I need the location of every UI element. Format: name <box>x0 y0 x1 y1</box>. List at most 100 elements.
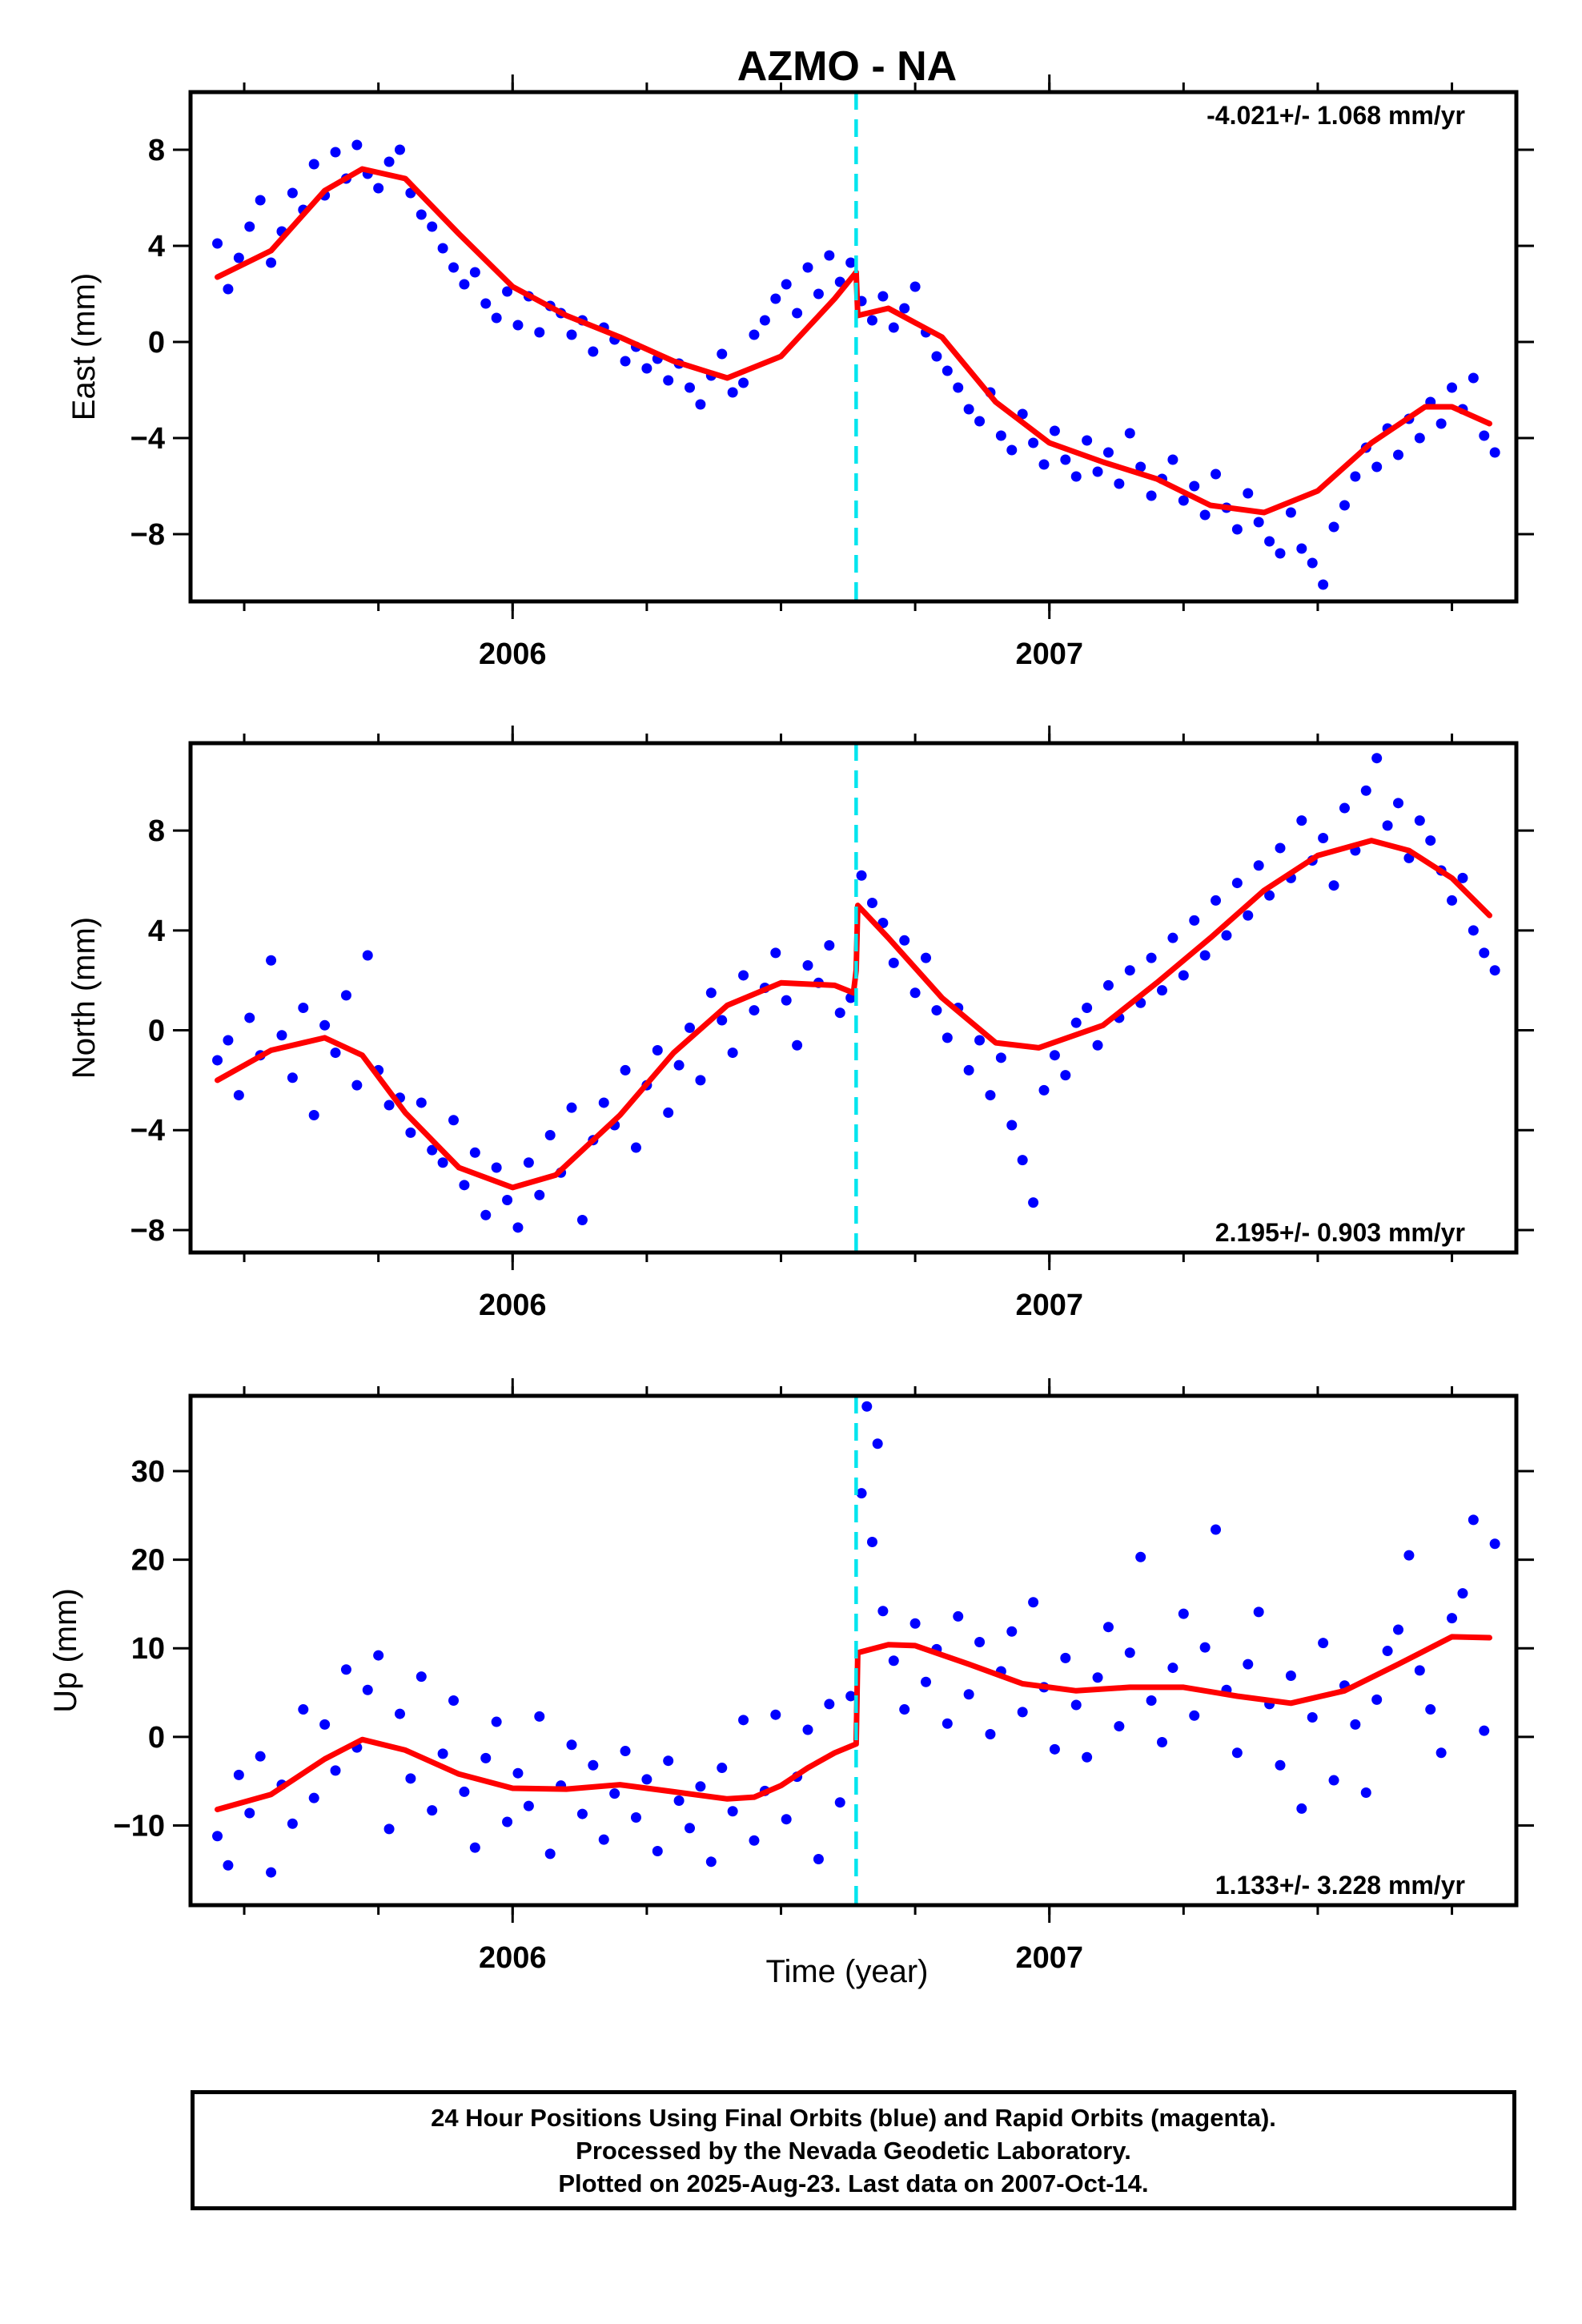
data-point <box>1253 1606 1264 1618</box>
y-tick-label: 8 <box>148 134 165 167</box>
data-point <box>1211 895 1222 906</box>
data-point <box>523 1157 534 1168</box>
data-point <box>1221 930 1232 941</box>
data-point <box>459 1180 470 1191</box>
data-point <box>383 1823 395 1835</box>
data-point <box>792 1039 803 1051</box>
data-point <box>1253 517 1264 528</box>
data-point <box>985 1090 996 1101</box>
data-point <box>416 1671 427 1683</box>
data-point <box>502 1816 513 1827</box>
data-point <box>963 1689 974 1700</box>
data-point <box>953 382 964 393</box>
x-tick-label: 2006 <box>479 637 547 671</box>
data-point <box>1468 372 1479 384</box>
data-point <box>974 1636 986 1647</box>
data-point <box>1199 509 1211 521</box>
data-point <box>1092 1672 1103 1683</box>
data-point <box>459 279 470 290</box>
data-point <box>383 1100 395 1111</box>
data-point <box>244 1807 255 1819</box>
data-point <box>308 1792 319 1803</box>
footer-box: 24 Hour Positions Using Final Orbits (bl… <box>191 2090 1516 2210</box>
data-point <box>1468 1514 1479 1526</box>
data-point <box>921 952 932 963</box>
data-point <box>759 315 770 326</box>
data-point <box>1028 1197 1039 1208</box>
plot-contents <box>212 743 1500 1252</box>
data-point <box>1318 579 1329 590</box>
y-tick-label: −10 <box>114 1809 165 1843</box>
data-point <box>663 375 674 386</box>
data-point <box>609 1788 620 1799</box>
data-point <box>824 250 835 261</box>
data-point <box>888 1655 899 1667</box>
data-point <box>1146 952 1157 963</box>
data-point <box>1243 488 1254 499</box>
footer-line-2: Processed by the Nevada Geodetic Laborat… <box>576 2136 1131 2165</box>
data-point <box>1135 1551 1146 1562</box>
data-point <box>1178 970 1189 981</box>
data-point <box>641 1774 652 1785</box>
data-point <box>1360 785 1371 796</box>
data-point <box>480 298 492 309</box>
data-point <box>792 308 803 319</box>
data-point <box>512 320 524 331</box>
data-point <box>652 1846 663 1857</box>
y-tick-label: −8 <box>130 518 165 552</box>
data-point <box>652 1044 663 1055</box>
data-point <box>770 293 781 304</box>
data-point <box>877 291 889 302</box>
data-point <box>1414 432 1425 444</box>
data-point <box>663 1107 674 1118</box>
data-point <box>738 377 749 388</box>
data-point <box>405 1773 416 1784</box>
data-point <box>1082 1002 1093 1013</box>
plot-frame <box>188 90 1519 604</box>
data-point <box>1060 1652 1071 1663</box>
data-point <box>1124 428 1135 439</box>
data-point <box>351 139 363 151</box>
data-point <box>931 1005 942 1016</box>
data-point <box>942 1032 953 1043</box>
data-point <box>1211 1524 1222 1535</box>
data-point <box>1028 437 1039 448</box>
data-point <box>899 303 910 314</box>
data-point <box>1189 480 1200 492</box>
y-tick-label: 8 <box>148 814 165 848</box>
data-point <box>212 1055 223 1066</box>
data-point <box>598 1834 609 1845</box>
data-point <box>1350 471 1361 482</box>
data-point <box>576 1808 588 1819</box>
data-point <box>1371 1694 1383 1705</box>
data-point <box>888 322 899 333</box>
data-point <box>685 382 696 393</box>
fit-line <box>215 166 1492 516</box>
data-point <box>749 1005 760 1016</box>
data-point <box>813 288 824 300</box>
data-point <box>1479 430 1490 441</box>
data-point <box>781 279 792 290</box>
data-point <box>469 267 480 278</box>
data-point <box>717 1763 728 1774</box>
data-point <box>437 1157 448 1168</box>
data-point <box>802 1724 813 1735</box>
data-point <box>641 363 652 374</box>
data-point <box>749 329 760 340</box>
data-point <box>909 987 921 999</box>
data-point <box>1447 1613 1458 1624</box>
data-point <box>1403 1550 1415 1561</box>
data-point <box>576 1214 588 1225</box>
x-tick-label: 2007 <box>1015 1941 1083 1975</box>
data-point <box>480 1752 492 1763</box>
data-point <box>834 1797 845 1808</box>
data-point <box>212 1831 223 1842</box>
data-point <box>663 1755 674 1767</box>
data-point <box>1082 435 1093 446</box>
data-point <box>620 356 631 367</box>
data-point <box>1211 468 1222 480</box>
data-point <box>448 1695 460 1706</box>
data-point <box>588 346 599 357</box>
north-panel: 2006 2007 8 4 0 −4 −8 North (mm) 2.195+/- 0.903 … <box>66 726 1534 1322</box>
data-point <box>630 1142 641 1153</box>
